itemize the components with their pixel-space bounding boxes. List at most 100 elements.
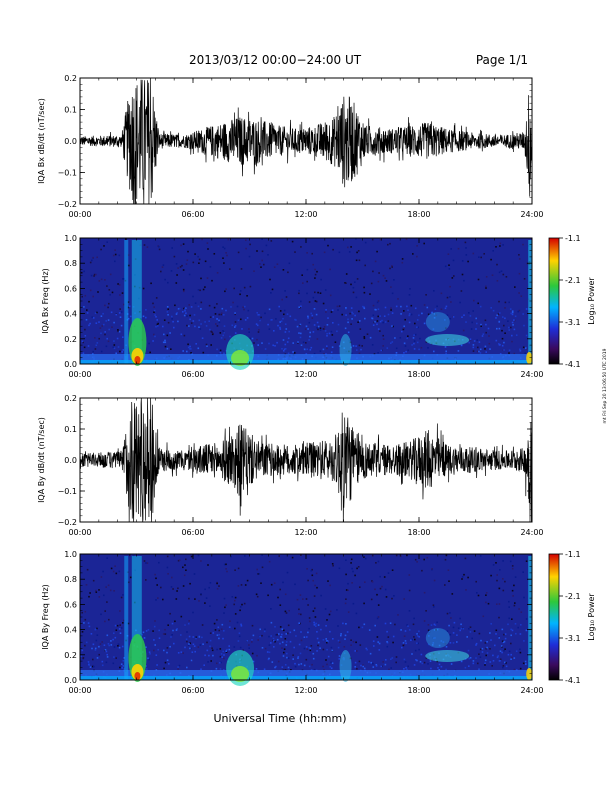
spectrogram-cell	[338, 641, 341, 643]
spectrogram-cell	[355, 259, 358, 262]
spectrogram-cell	[225, 252, 227, 254]
spectrogram-cell	[376, 636, 379, 638]
spectrogram-cell	[166, 311, 169, 313]
spectrogram-cell	[84, 328, 86, 331]
spectrogram-cell	[423, 591, 426, 594]
spectrogram-cell	[256, 324, 259, 327]
spectrogram-cell	[308, 321, 311, 324]
spectrogram-cell	[268, 644, 271, 646]
spectrogram-cell	[100, 350, 103, 353]
spectrogram-cell	[508, 326, 510, 329]
spectrogram-cell	[215, 323, 217, 325]
spectrogram-cell	[300, 332, 302, 335]
spectrogram-cell	[479, 648, 482, 651]
spectrogram-cell	[305, 342, 307, 344]
spectrogram-cell	[344, 602, 347, 605]
spectrogram-cell	[188, 304, 190, 306]
spectrogram-cell	[176, 628, 178, 630]
spectrogram-cell	[316, 338, 319, 340]
spectrogram-cell	[284, 610, 287, 613]
event-power	[425, 650, 470, 662]
spectrogram-cell	[174, 304, 176, 307]
spectrogram-cell	[220, 628, 223, 630]
spectrogram-cell	[166, 334, 169, 337]
spectrogram-cell	[111, 326, 113, 328]
spectrogram-cell	[127, 301, 130, 303]
spectrogram-cell	[508, 617, 510, 620]
spectrogram-cell	[402, 642, 405, 644]
spectrogram-cell	[267, 323, 269, 326]
spectrogram-cell	[143, 637, 146, 639]
spectrogram-cell	[363, 556, 365, 558]
spectrogram-cell	[143, 244, 146, 246]
spectrogram-cell	[279, 588, 281, 591]
spectrogram-cell	[498, 327, 501, 330]
spectrogram-cell	[502, 641, 505, 644]
spectrogram-cell	[472, 660, 475, 662]
spectrogram-cell	[311, 568, 313, 571]
spectrogram-cell	[325, 625, 327, 627]
spectrogram-cell	[241, 328, 243, 330]
spectrogram-cell	[194, 253, 196, 255]
spectrogram-cell	[385, 280, 388, 282]
spectrogram-cell	[326, 619, 328, 621]
spectrogram-cell	[467, 260, 469, 263]
spectrogram-cell	[338, 345, 341, 347]
spectrogram-cell	[363, 291, 366, 294]
spectrogram-cell	[430, 624, 433, 626]
spectrogram-cell	[284, 669, 287, 671]
spectrogram-cell	[409, 288, 411, 290]
spectrogram-cell	[183, 290, 185, 293]
spectrogram-cell	[122, 660, 125, 662]
spectrogram-cell	[298, 332, 300, 334]
spectrogram-cell	[444, 265, 447, 268]
spectrogram-cell	[475, 580, 477, 583]
spectrogram-cell	[292, 342, 294, 344]
spectrogram-cell	[480, 323, 482, 326]
spectrogram-cell	[496, 263, 498, 266]
spectrogram-cell	[485, 592, 488, 594]
spectrogram-cell	[184, 308, 186, 310]
spectrogram-cell	[247, 309, 250, 312]
spectrogram-cell	[106, 241, 108, 243]
spectrogram-cell	[81, 649, 84, 652]
spectrogram-cell	[263, 263, 265, 266]
spectrogram-cell	[120, 324, 123, 327]
spectrogram-cell	[372, 304, 375, 307]
spectrogram-cell	[88, 595, 90, 598]
spectrogram-cell	[510, 634, 512, 637]
spectrogram-cell	[274, 345, 276, 347]
spectrogram-cell	[503, 349, 505, 351]
spectrogram-cell	[378, 272, 380, 274]
spectrogram-cell	[469, 626, 472, 628]
spectrogram-cell	[345, 273, 348, 275]
spectrogram-cell	[307, 631, 309, 634]
spectrogram-cell	[153, 309, 156, 312]
spectrogram-cell	[377, 641, 379, 643]
spectrogram-cell	[222, 334, 224, 337]
event-power	[425, 312, 450, 332]
series-line	[79, 77, 533, 205]
spectrogram-cell	[472, 346, 475, 349]
spectrogram-cell	[205, 325, 208, 327]
spectrogram-cell	[122, 665, 124, 667]
spectrogram-cell	[522, 313, 524, 315]
spectrogram-cell	[473, 299, 475, 302]
spectrogram-cell	[230, 306, 232, 308]
spectrogram-cell	[93, 665, 95, 668]
spectrogram-cell	[216, 303, 218, 305]
spectrogram-cell	[261, 259, 263, 262]
spectrogram-cell	[440, 640, 443, 642]
spectrogram-cell	[163, 667, 165, 670]
spectrogram-cell	[198, 319, 201, 322]
spectrogram-cell	[501, 651, 503, 654]
spectrogram-cell	[322, 302, 325, 305]
spectrogram-cell	[216, 272, 219, 274]
spectrogram-cell	[164, 341, 167, 344]
spectrogram-cell	[385, 596, 388, 598]
spectrogram-cell	[383, 315, 386, 317]
spectrogram-cell	[358, 660, 361, 663]
spectrogram-cell	[109, 273, 112, 276]
spectrogram-cell	[204, 588, 206, 591]
spectrogram-cell	[354, 314, 356, 317]
